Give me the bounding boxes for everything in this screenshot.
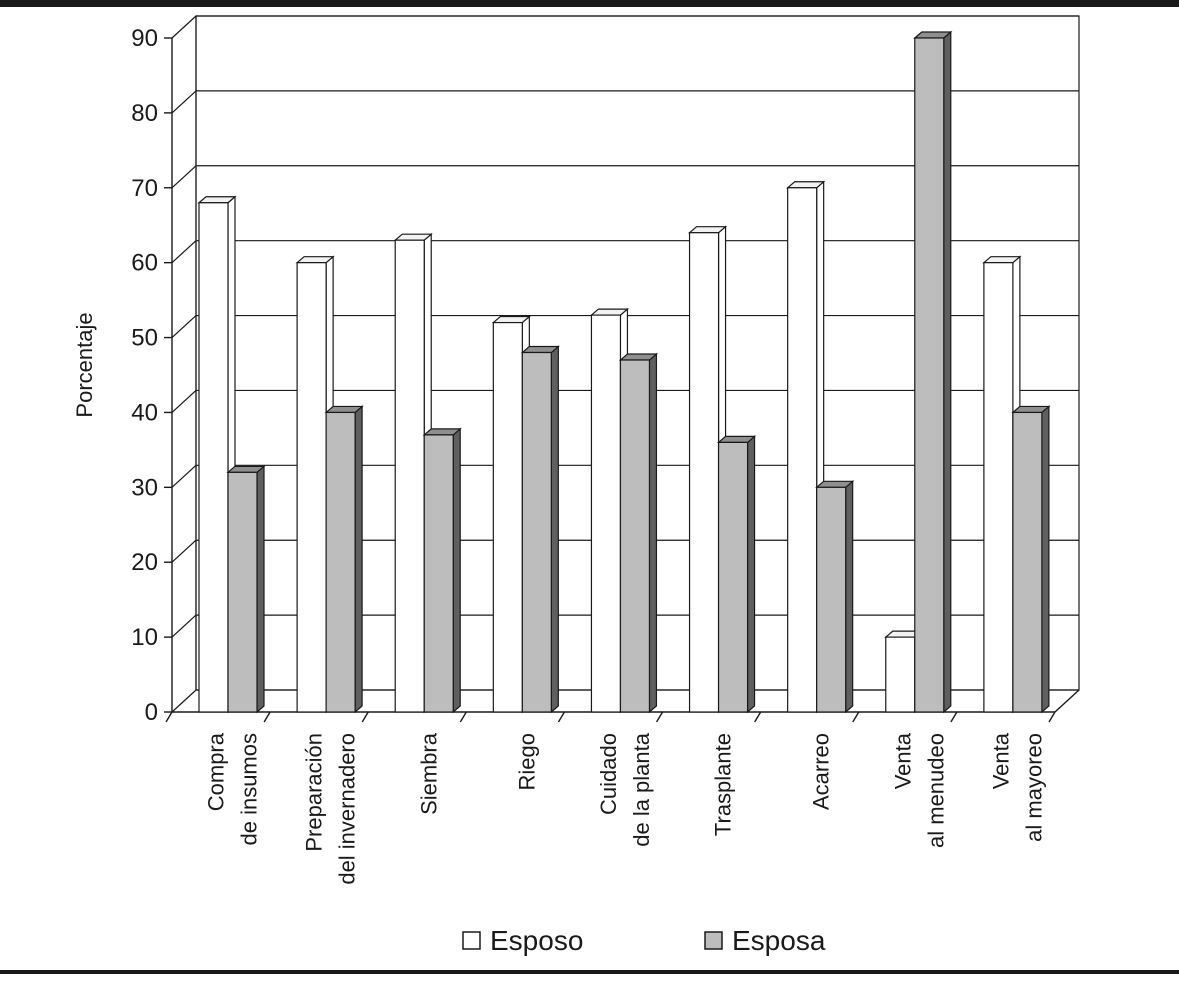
bar-esposa-6 xyxy=(716,435,757,714)
bar-side-esposa-5 xyxy=(648,352,658,714)
x-tick-label-7-line-1: Acarreo xyxy=(809,733,834,810)
bar-side-esposa-1 xyxy=(256,465,265,714)
bar-front-esposo-5 xyxy=(590,314,622,713)
y-tick-label-20: 20 xyxy=(131,549,158,576)
x-tick-labels: Compra de insumos Preparación del invernade… xyxy=(204,732,1047,884)
x-tick-label-6-line-1: Trasplante xyxy=(711,733,736,836)
bars xyxy=(197,30,1051,714)
bar-front-esposa-1 xyxy=(227,471,258,713)
bar-front-esposo-2 xyxy=(296,262,327,713)
bar-front-esposa-5 xyxy=(619,359,651,713)
bar-top-esposa-2 xyxy=(324,405,364,414)
bar-esposa-4 xyxy=(520,345,560,714)
legend: Esposo Esposa xyxy=(462,925,826,956)
bar-top-esposa-5 xyxy=(618,353,659,361)
x-tick-label-5-line-2: de la planta xyxy=(629,732,654,847)
x-tick-label-5-line-1: Cuidado xyxy=(596,733,621,815)
bar-top-esposa-1 xyxy=(226,465,266,473)
bar-side-esposa-8 xyxy=(943,30,952,714)
bar-top-esposo-7 xyxy=(786,181,826,189)
bar-top-esposo-5 xyxy=(589,308,630,316)
x-tick-label-8-line-1: Venta xyxy=(890,732,915,789)
bar-front-esposa-3 xyxy=(423,434,454,713)
bar-esposa-1 xyxy=(226,465,266,714)
bar-side-esposa-7 xyxy=(845,480,854,714)
y-tick-label-70: 70 xyxy=(131,175,158,202)
bar-esposa-7 xyxy=(815,480,855,714)
bar-top-esposo-3 xyxy=(393,233,433,241)
bar-side-esposa-3 xyxy=(452,427,461,714)
bar-front-esposo-6 xyxy=(688,232,720,713)
y-tick-label-30: 30 xyxy=(131,474,158,501)
x-tick-label-1-line-2: de insumos xyxy=(237,733,262,846)
bar-top-esposa-6 xyxy=(716,435,757,443)
bar-side-esposa-6 xyxy=(746,435,756,714)
bar-front-esposa-6 xyxy=(717,441,749,713)
top-rule xyxy=(0,0,1179,7)
y-tick-label-10: 10 xyxy=(131,624,158,651)
bar-top-esposa-8 xyxy=(913,31,953,39)
legend-swatch-esposo xyxy=(462,931,481,950)
bar-front-esposo-3 xyxy=(394,239,425,713)
bar-top-esposo-6 xyxy=(687,226,728,234)
bar-front-esposa-4 xyxy=(521,351,552,713)
y-tick-label-60: 60 xyxy=(131,250,158,277)
bar-esposa-5 xyxy=(618,352,659,714)
x-tick-label-9-line-2: al mayoreo xyxy=(1021,733,1046,842)
y-axis-label: Porcentaje xyxy=(72,312,97,417)
bar-top-esposo-2 xyxy=(295,256,335,264)
y-tick-label-50: 50 xyxy=(131,325,158,352)
bar-side-esposa-2 xyxy=(354,405,363,714)
bar-front-esposa-8 xyxy=(914,37,945,713)
y-tick-labels: 0 10 20 30 40 50 60 70 80 90 xyxy=(131,25,158,726)
x-tick-label-4-line-1: Riego xyxy=(514,733,539,790)
bar-front-esposa-2 xyxy=(325,411,356,713)
bar-top-esposo-9 xyxy=(982,256,1022,264)
bar-top-esposa-9 xyxy=(1011,405,1051,414)
bar-top-esposa-7 xyxy=(815,480,855,488)
legend-label-esposo: Esposo xyxy=(490,925,583,956)
x-tick-label-8-line-2: al menudeo xyxy=(923,733,948,848)
bar-front-esposo-7 xyxy=(787,187,818,713)
bar-front-esposo-4 xyxy=(492,321,523,713)
y-tick-label-0: 0 xyxy=(145,699,158,726)
bar-front-esposo-8 xyxy=(885,636,916,713)
bar-top-esposa-4 xyxy=(520,345,560,354)
bar-top-esposo-4 xyxy=(491,315,531,324)
bar-esposa-8 xyxy=(913,30,953,714)
bar-front-esposo-9 xyxy=(983,262,1014,713)
y-tick-label-40: 40 xyxy=(131,399,158,426)
x-tick-label-1-line-1: Compra xyxy=(204,732,229,811)
x-tick-label-2-line-2: del invernadero xyxy=(335,733,360,885)
x-tick-label-2-line-1: Preparación xyxy=(302,733,327,852)
y-tick-label-80: 80 xyxy=(131,100,158,127)
x-tick-label-3-line-1: Siembra xyxy=(416,732,441,815)
x-tick-label-9-line-1: Venta xyxy=(988,732,1013,789)
bar-top-esposo-1 xyxy=(197,196,237,204)
bar-side-esposa-9 xyxy=(1041,405,1050,714)
bar-front-esposo-1 xyxy=(198,202,229,713)
bar-front-esposa-7 xyxy=(816,486,847,713)
legend-label-esposa: Esposa xyxy=(732,925,826,956)
bar-front-esposa-9 xyxy=(1012,411,1043,713)
bar-esposa-2 xyxy=(324,405,364,714)
legend-swatch-esposa xyxy=(704,931,723,950)
bar-side-esposa-4 xyxy=(550,345,559,714)
bar-esposa-3 xyxy=(422,427,462,714)
y-tick-label-90: 90 xyxy=(131,25,158,52)
bar-top-esposa-3 xyxy=(422,428,462,436)
bottom-rule xyxy=(0,970,1179,974)
bar-esposa-9 xyxy=(1011,405,1051,714)
